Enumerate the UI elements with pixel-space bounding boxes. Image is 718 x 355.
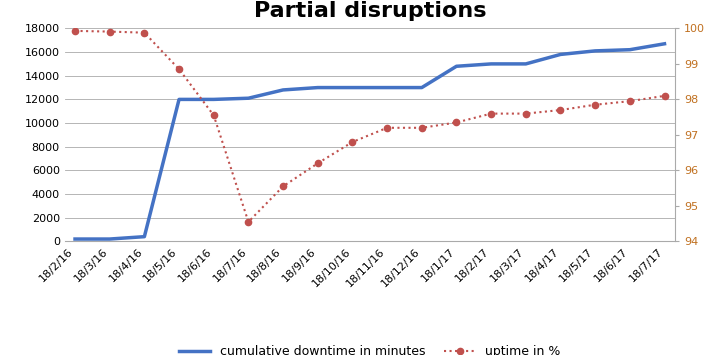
- cumulative downtime in minutes: [591, 49, 600, 53]
- uptime in %: [106, 29, 114, 34]
- Legend: cumulative downtime in minutes, uptime in %: cumulative downtime in minutes, uptime i…: [174, 340, 566, 355]
- uptime in %: [140, 31, 149, 35]
- cumulative downtime in minutes: [417, 86, 426, 90]
- cumulative downtime in minutes: [625, 48, 634, 52]
- cumulative downtime in minutes: [556, 52, 565, 56]
- cumulative downtime in minutes: [244, 96, 253, 100]
- cumulative downtime in minutes: [314, 86, 322, 90]
- cumulative downtime in minutes: [70, 237, 79, 241]
- cumulative downtime in minutes: [383, 86, 391, 90]
- uptime in %: [70, 29, 79, 33]
- cumulative downtime in minutes: [140, 235, 149, 239]
- cumulative downtime in minutes: [210, 97, 218, 102]
- cumulative downtime in minutes: [106, 237, 114, 241]
- uptime in %: [348, 140, 357, 144]
- uptime in %: [174, 67, 183, 71]
- cumulative downtime in minutes: [174, 97, 183, 102]
- uptime in %: [591, 103, 600, 107]
- uptime in %: [279, 184, 287, 189]
- cumulative downtime in minutes: [521, 62, 530, 66]
- uptime in %: [661, 94, 669, 98]
- uptime in %: [521, 111, 530, 116]
- cumulative downtime in minutes: [348, 86, 357, 90]
- uptime in %: [625, 99, 634, 103]
- uptime in %: [244, 220, 253, 224]
- cumulative downtime in minutes: [661, 42, 669, 46]
- uptime in %: [210, 113, 218, 118]
- cumulative downtime in minutes: [279, 88, 287, 92]
- uptime in %: [556, 108, 565, 112]
- Line: cumulative downtime in minutes: cumulative downtime in minutes: [75, 44, 665, 239]
- Title: Partial disruptions: Partial disruptions: [253, 1, 486, 21]
- Line: uptime in %: uptime in %: [72, 28, 668, 225]
- cumulative downtime in minutes: [452, 64, 461, 69]
- uptime in %: [452, 120, 461, 125]
- uptime in %: [417, 126, 426, 130]
- uptime in %: [314, 161, 322, 165]
- cumulative downtime in minutes: [487, 62, 495, 66]
- uptime in %: [383, 126, 391, 130]
- uptime in %: [487, 111, 495, 116]
